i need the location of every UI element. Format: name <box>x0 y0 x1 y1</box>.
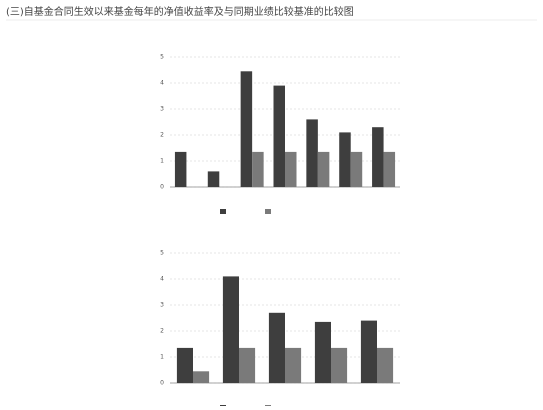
bar <box>372 127 384 187</box>
y-tick-label: 2 <box>160 328 164 335</box>
bar <box>383 151 396 187</box>
y-tick-label: 4 <box>160 276 164 283</box>
legend-swatch <box>265 209 271 214</box>
bar <box>317 151 330 187</box>
bar <box>331 347 348 383</box>
bar <box>350 151 363 187</box>
bar <box>193 371 210 383</box>
bar <box>207 171 220 187</box>
section-title: (三)自基金合同生效以来基金每年的净值收益率及与同期业绩比较基准的比较图 <box>6 5 354 18</box>
y-tick-label: 0 <box>160 380 164 387</box>
bar <box>240 71 253 187</box>
bar <box>306 119 318 187</box>
bar <box>222 276 239 383</box>
y-tick-label: 0 <box>160 184 164 191</box>
bar <box>360 320 377 383</box>
bar <box>174 151 187 187</box>
bar <box>285 347 302 383</box>
y-tick-label: 5 <box>160 54 164 61</box>
y-tick-label: 1 <box>160 354 164 361</box>
y-tick-label: 3 <box>160 302 164 309</box>
bar <box>252 151 264 187</box>
bar <box>268 312 285 383</box>
bar <box>285 151 297 187</box>
y-tick-label: 1 <box>160 158 164 165</box>
bar <box>239 347 256 383</box>
y-tick-label: 5 <box>160 250 164 257</box>
y-tick-label: 2 <box>160 132 164 139</box>
bar <box>377 347 394 383</box>
bar <box>176 347 193 383</box>
bar <box>339 132 351 187</box>
bar <box>314 321 331 383</box>
legend-swatch <box>220 209 226 214</box>
bar <box>273 85 285 187</box>
y-tick-label: 3 <box>160 106 164 113</box>
y-tick-label: 4 <box>160 80 164 87</box>
